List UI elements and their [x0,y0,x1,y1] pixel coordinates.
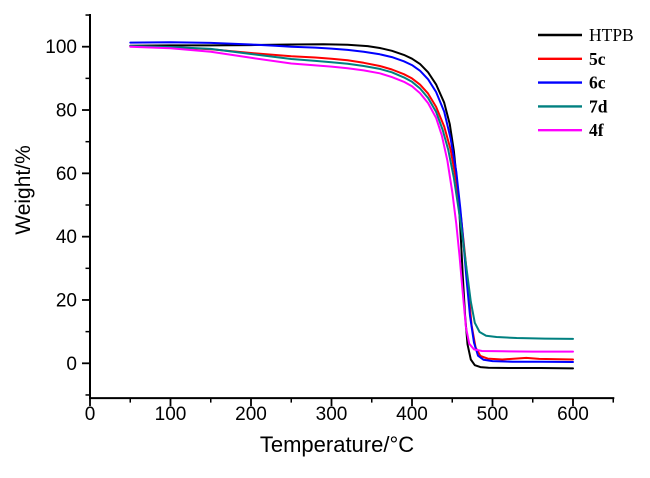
curve-htpb [129,43,574,370]
y-tick-label: 80 [56,101,77,122]
axis-ticks [82,14,614,407]
legend-label-htpb: HTPB [589,25,634,45]
y-axis-title: Weight/% [12,145,35,235]
y-tick-label: 100 [45,37,77,58]
legend-label-6c: 6c [589,73,606,93]
curve-4f [129,45,574,353]
x-tick-label: 300 [316,404,348,425]
x-tick-label: 100 [155,404,187,425]
x-tick-label: 600 [557,404,589,425]
curve-5c [129,45,574,361]
x-tick-label: 500 [477,404,509,425]
x-tick-label: 200 [235,404,267,425]
x-tick-label: 400 [396,404,428,425]
axis-spines [89,14,615,400]
legend-label-5c: 5c [589,49,606,69]
y-tick-label: 60 [56,164,77,185]
x-axis-title: Temperature/°C [260,432,414,457]
legend: HTPB 5c 6c 7d 4f [538,25,634,140]
x-tick-label: 0 [85,404,96,425]
axis-tick-labels: 0 100 200 300 400 500 600 0 20 40 60 80 100 [45,37,589,425]
y-tick-label: 20 [56,290,77,311]
data-curves [129,41,574,370]
curve-7d [129,45,574,340]
y-tick-label: 40 [56,227,77,248]
curve-6c [129,41,574,363]
y-tick-label: 0 [66,354,77,375]
legend-label-7d: 7d [589,96,608,116]
legend-label-4f: 4f [589,120,604,140]
